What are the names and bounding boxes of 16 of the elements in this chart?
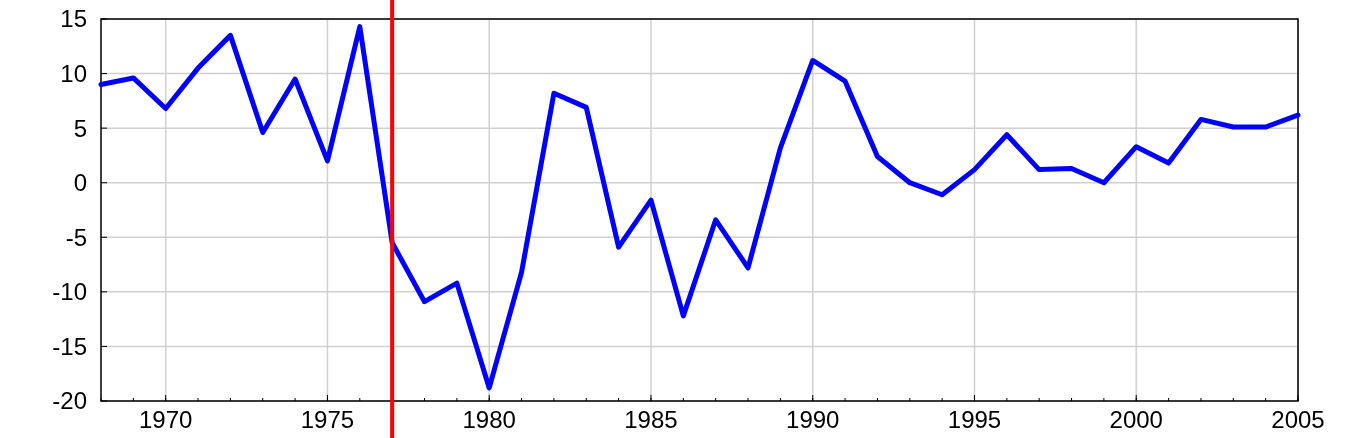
x-tick-label: 1990	[786, 406, 840, 433]
x-tick-label: 1985	[624, 406, 678, 433]
x-tick-label: 1980	[462, 406, 516, 433]
y-tick-label: -15	[52, 332, 87, 360]
y-tick-label: -20	[52, 387, 87, 415]
y-tick-label: 10	[60, 59, 87, 87]
x-tick-label: 1970	[139, 406, 193, 433]
x-tick-label: 2000	[1109, 406, 1163, 433]
y-tick-label: 5	[73, 114, 87, 142]
y-tick-label: -10	[52, 278, 87, 306]
y-tick-label: -5	[65, 223, 87, 251]
y-tick-label: 0	[73, 169, 87, 197]
x-tick-label: 2005	[1271, 406, 1325, 433]
y-tick-label: 15	[60, 5, 87, 33]
x-tick-label: 1995	[947, 406, 1002, 433]
x-tick-label: 1975	[300, 406, 355, 433]
